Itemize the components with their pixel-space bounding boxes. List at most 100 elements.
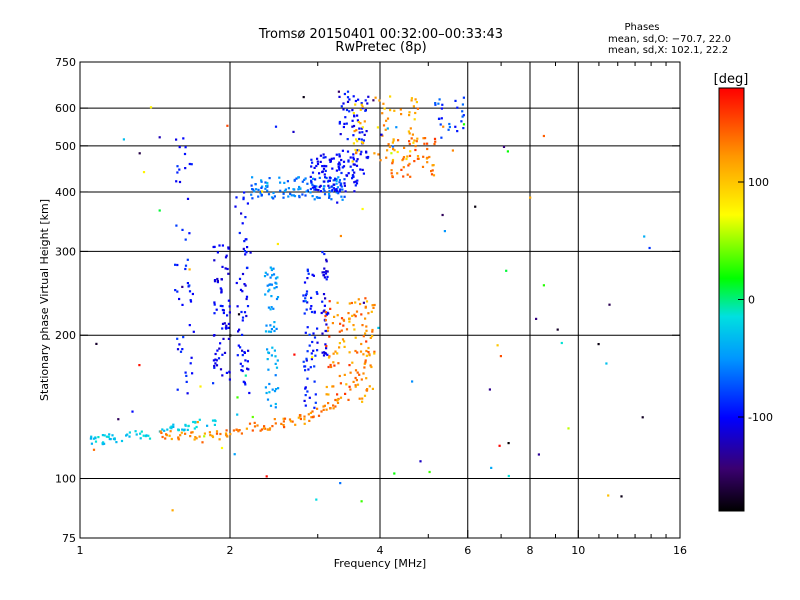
data-point xyxy=(358,127,361,130)
data-point xyxy=(238,328,241,331)
data-point xyxy=(488,388,491,391)
data-point xyxy=(184,267,187,271)
data-point xyxy=(149,106,153,109)
data-point xyxy=(361,397,364,400)
data-point xyxy=(324,329,327,333)
data-point xyxy=(354,336,357,339)
data-point xyxy=(351,160,354,163)
data-point xyxy=(345,108,349,112)
data-point xyxy=(316,292,319,295)
data-point xyxy=(405,157,408,161)
data-point xyxy=(408,114,411,117)
data-point xyxy=(322,310,325,313)
data-point xyxy=(362,353,365,356)
data-point xyxy=(352,380,355,383)
data-point xyxy=(189,435,192,438)
data-point xyxy=(360,141,363,144)
data-point xyxy=(358,397,361,400)
data-point xyxy=(161,428,164,431)
data-point xyxy=(274,422,277,425)
data-point xyxy=(240,310,243,314)
data-point xyxy=(391,141,394,144)
data-point xyxy=(358,373,361,376)
data-point xyxy=(214,352,217,356)
data-point xyxy=(340,195,343,198)
data-point xyxy=(325,385,328,389)
data-point xyxy=(351,109,354,112)
data-point xyxy=(188,324,191,327)
data-point xyxy=(400,168,403,171)
data-point xyxy=(359,350,363,353)
data-point xyxy=(244,216,247,219)
data-point xyxy=(272,267,275,270)
data-point xyxy=(186,392,189,395)
data-point xyxy=(266,358,269,361)
data-point xyxy=(303,418,306,421)
data-point xyxy=(94,440,98,443)
data-point xyxy=(322,153,325,156)
data-point xyxy=(314,393,317,396)
data-point xyxy=(305,190,308,193)
data-point xyxy=(298,196,301,199)
data-point xyxy=(243,351,246,354)
data-point xyxy=(239,362,242,365)
data-point xyxy=(243,240,246,243)
data-point xyxy=(359,153,362,156)
data-point xyxy=(351,125,354,128)
data-point xyxy=(456,130,459,133)
data-point xyxy=(203,435,206,438)
data-point xyxy=(178,297,181,301)
data-point xyxy=(355,310,359,313)
data-point xyxy=(346,90,350,93)
data-point xyxy=(392,139,395,142)
data-point xyxy=(311,195,314,198)
data-point xyxy=(396,150,399,154)
data-point xyxy=(264,386,267,389)
data-point xyxy=(228,305,231,308)
data-point xyxy=(246,367,249,370)
data-point xyxy=(356,140,359,143)
data-point xyxy=(279,181,282,184)
data-point xyxy=(184,238,187,241)
data-point xyxy=(188,290,192,293)
data-point xyxy=(312,332,315,335)
data-point xyxy=(309,366,312,369)
data-point xyxy=(294,423,297,426)
data-point xyxy=(335,153,338,156)
data-point xyxy=(309,191,312,194)
data-point xyxy=(336,398,339,401)
data-point xyxy=(386,127,389,130)
data-point xyxy=(323,193,327,196)
data-point xyxy=(439,123,442,126)
data-point xyxy=(171,509,174,512)
data-point xyxy=(165,433,168,436)
data-point xyxy=(319,160,322,163)
data-point xyxy=(246,360,249,363)
data-point xyxy=(266,181,269,185)
data-point xyxy=(245,297,248,301)
data-point xyxy=(283,417,287,420)
data-point xyxy=(342,125,345,129)
data-point xyxy=(322,354,326,357)
data-point xyxy=(227,337,230,340)
data-point xyxy=(313,365,316,368)
data-point xyxy=(337,176,340,179)
data-point xyxy=(164,437,167,440)
data-point xyxy=(366,102,369,105)
data-point xyxy=(227,272,230,275)
data-point xyxy=(344,116,347,119)
data-point xyxy=(441,103,444,106)
data-point xyxy=(353,114,356,117)
data-point xyxy=(409,127,412,130)
data-point xyxy=(370,310,373,313)
data-point xyxy=(342,102,345,105)
data-point xyxy=(407,130,410,133)
data-point xyxy=(354,103,357,106)
data-point xyxy=(597,343,600,346)
data-point xyxy=(356,149,359,152)
data-point xyxy=(537,453,540,456)
data-point xyxy=(242,198,245,201)
data-point xyxy=(356,351,359,354)
data-point xyxy=(268,427,272,430)
data-point xyxy=(283,181,286,184)
